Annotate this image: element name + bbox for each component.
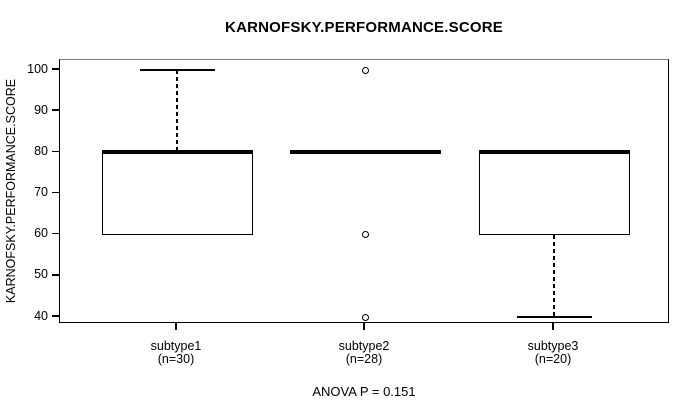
group-name: subtype1 bbox=[150, 339, 202, 353]
y-tick-label: 70 bbox=[34, 185, 48, 199]
outlier-point bbox=[361, 66, 369, 74]
y-tick-label: 80 bbox=[34, 143, 48, 158]
y-tick-label: 90 bbox=[34, 102, 48, 117]
upper-whisker-cap bbox=[139, 69, 215, 71]
lower-whisker-cap bbox=[139, 233, 215, 236]
y-tick-mark bbox=[52, 191, 59, 194]
upper-whisker-line bbox=[176, 70, 178, 153]
median-line bbox=[101, 150, 253, 155]
y-tick-mark bbox=[52, 315, 59, 317]
lower-whisker-cap bbox=[516, 316, 592, 318]
y-tick-mark bbox=[52, 68, 59, 70]
iqr-box bbox=[101, 152, 253, 235]
group-name: subtype3 bbox=[527, 339, 579, 353]
y-tick-mark bbox=[52, 109, 59, 111]
x-axis-group-label: subtype3 (n=20) bbox=[483, 340, 623, 366]
y-tick-label: 100 bbox=[27, 61, 48, 76]
outlier-point bbox=[361, 231, 369, 239]
x-tick-mark bbox=[175, 323, 177, 330]
y-tick-label: 60 bbox=[34, 226, 48, 241]
group-count: (n=30) bbox=[157, 352, 195, 366]
median-line bbox=[289, 150, 441, 155]
y-tick-mark bbox=[52, 150, 59, 153]
y-tick-label: 50 bbox=[34, 267, 48, 282]
median-line bbox=[478, 150, 630, 155]
y-tick-mark bbox=[52, 274, 59, 276]
x-axis-group-label: subtype1 (n=30) bbox=[106, 340, 246, 366]
y-tick-mark bbox=[52, 232, 59, 235]
x-tick-mark bbox=[363, 323, 365, 330]
outlier-point bbox=[361, 313, 369, 321]
lower-whisker-line bbox=[553, 234, 555, 317]
plot-area bbox=[59, 59, 669, 323]
x-tick-mark bbox=[552, 323, 554, 330]
group-count: (n=28) bbox=[345, 352, 383, 366]
x-axis-group-label: subtype2 (n=28) bbox=[294, 340, 434, 366]
group-name: subtype2 bbox=[338, 339, 390, 353]
chart-title: KARNOFSKY.PERFORMANCE.SCORE bbox=[225, 19, 503, 36]
group-count: (n=20) bbox=[534, 352, 572, 366]
iqr-box bbox=[478, 152, 630, 235]
anova-annotation: ANOVA P = 0.151 bbox=[312, 384, 416, 399]
y-tick-label: 40 bbox=[34, 308, 48, 323]
